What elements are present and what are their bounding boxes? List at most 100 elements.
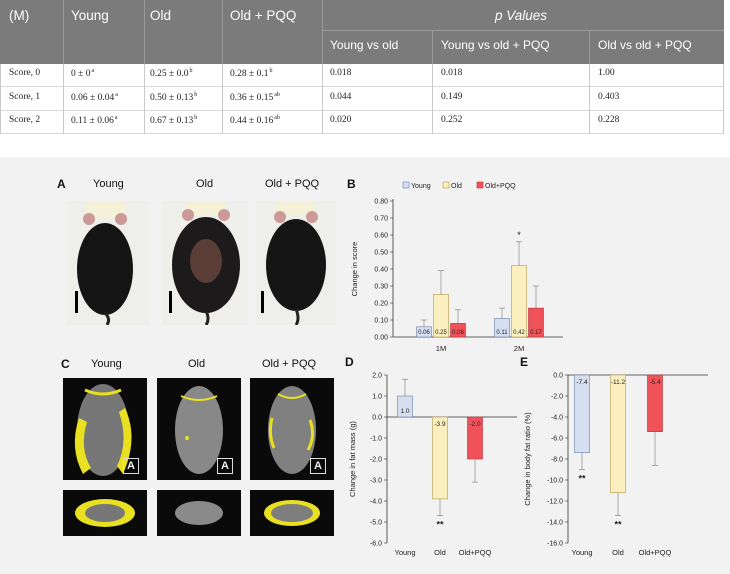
y-tick-label: 0.40 <box>374 267 388 274</box>
cell-young: 0.06 ± 0.04a <box>71 92 118 103</box>
y-tick-label: -14.0 <box>547 520 563 527</box>
panel-letter-c: C <box>61 357 70 371</box>
row-divider <box>0 86 724 87</box>
chart-b: Young Old Old+PQQ 0.00 0.10 0.20 0.30 0.40 0.50 0… <box>350 181 563 353</box>
cell-young: 0 ± 0a <box>71 68 95 79</box>
cell-p-young-old: 0.044 <box>330 92 352 102</box>
x-tick-label: 2M <box>514 344 524 353</box>
mouse-old-pqq-image <box>261 201 326 325</box>
significance-marker: ** <box>614 520 622 530</box>
ct-marker: A <box>123 458 139 474</box>
mouse-photo-old <box>162 201 248 325</box>
legend-swatch <box>442 181 450 189</box>
ct-old-pqq-image <box>268 386 316 474</box>
panel-letter-b: B <box>347 177 356 191</box>
figure-panel: A Young Old Old + PQQ C Y <box>0 157 730 574</box>
divider <box>322 64 323 134</box>
panel-letter-a: A <box>57 177 66 191</box>
significance-marker: * <box>517 230 521 240</box>
y-tick-label: 0.80 <box>374 199 388 206</box>
divider <box>222 0 223 64</box>
data-label: 0.25 <box>435 330 447 336</box>
y-tick-label: -3.0 <box>370 478 382 485</box>
divider <box>432 64 433 134</box>
cell-p-young-old-pqq: 0.018 <box>441 68 463 78</box>
y-tick-label: -10.0 <box>547 478 563 485</box>
chart-e: 0.0 -2.0 -4.0 -6.0 -8.0 -10.0 -12.0 -14.0 -16.0 C… <box>523 373 708 557</box>
y-tick-label: -6.0 <box>370 541 382 548</box>
legend-label: Old <box>451 183 462 190</box>
data-label: -7.4 <box>576 379 588 386</box>
y-tick-label: 0.70 <box>374 216 388 223</box>
y-tick-label: 0.0 <box>372 415 382 422</box>
x-tick-label: Young <box>572 548 593 557</box>
y-tick-label: -8.0 <box>551 457 563 464</box>
ct-scan-old-pqq-coronal: A <box>250 378 334 480</box>
scale-bar <box>169 291 172 313</box>
divider <box>432 30 433 64</box>
legend-label: Old+PQQ <box>485 183 516 190</box>
y-tick-label: -5.0 <box>370 520 382 527</box>
panel-letter-e: E <box>520 355 529 369</box>
ct-young-image <box>74 384 132 476</box>
y-tick-label: 2.0 <box>372 373 382 380</box>
y-axis-label: Change in fat mass (g) <box>348 421 357 497</box>
group-label-old: Old <box>196 178 214 190</box>
header-young: Young <box>71 8 109 23</box>
header-old: Old <box>150 8 172 23</box>
divider <box>144 64 145 134</box>
cell-old: 0.67 ± 0.13b <box>150 115 198 126</box>
y-tick-label: -4.0 <box>551 415 563 422</box>
mouse-young-image <box>75 201 133 325</box>
cell-p-young-old-pqq: 0.149 <box>441 92 463 102</box>
divider <box>589 64 590 134</box>
x-tick-label: Old+PQQ <box>639 548 672 557</box>
cell-old: 0.25 ± 0.0b <box>150 68 193 79</box>
data-label: -2.0 <box>469 421 481 428</box>
divider <box>322 0 323 64</box>
ct-scan-young-coronal: A <box>63 378 147 480</box>
x-tick-label: Old <box>434 548 446 557</box>
chart-d: 2.0 1.0 0.0 -1.0 -2.0 -3.0 -4.0 -5.0 -6.0 Change … <box>348 373 517 557</box>
header-unit: (M) <box>9 8 30 23</box>
divider <box>63 0 64 64</box>
group-label-old-pqq: Old + PQQ <box>262 358 317 370</box>
ct-old-image <box>175 386 223 474</box>
cell-old-pqq: 0.36 ± 0.15ab <box>230 92 280 103</box>
data-label: 0.42 <box>513 330 525 336</box>
ct-scan-old-axial <box>157 490 241 536</box>
mouse-photo-young <box>67 201 149 325</box>
header-old-pqq: Old + PQQ <box>230 8 297 23</box>
y-tick-label: 0.00 <box>374 335 388 342</box>
data-label: 0.11 <box>496 330 508 336</box>
group-label-old-pqq: Old + PQQ <box>265 178 320 190</box>
group-label-young: Young <box>91 358 122 370</box>
significance-marker: ** <box>436 520 444 530</box>
x-tick-label: 1M <box>436 344 446 353</box>
y-tick-label: -1.0 <box>370 436 382 443</box>
y-tick-label: 0.50 <box>374 250 388 257</box>
x-tick-label: Old+PQQ <box>459 548 492 557</box>
header-young-vs-old-pqq: Young vs old + PQQ <box>441 38 550 52</box>
ct-axial-old-pqq-image <box>264 500 320 526</box>
cell-p-old-old-pqq: 0.403 <box>598 92 620 102</box>
divider <box>0 64 1 134</box>
y-tick-label: 0.0 <box>553 373 563 380</box>
table-header: (M) Young Old Old + PQQ p Values Young v… <box>0 0 724 64</box>
y-tick-label: 0.60 <box>374 233 388 240</box>
cell-p-old-old-pqq: 1.00 <box>598 68 615 78</box>
scale-bar <box>261 291 264 313</box>
divider <box>144 0 145 64</box>
ct-marker: A <box>310 458 326 474</box>
y-tick-label: -6.0 <box>551 436 563 443</box>
legend-swatch <box>402 181 410 189</box>
divider <box>589 30 590 64</box>
ct-scan-young-axial <box>63 490 147 536</box>
ct-marker: A <box>217 458 233 474</box>
y-tick-label: -2.0 <box>370 457 382 464</box>
y-tick-label: -4.0 <box>370 499 382 506</box>
mouse-old-image <box>169 201 240 325</box>
divider <box>723 64 724 134</box>
bar <box>610 374 626 493</box>
row-divider <box>0 110 724 111</box>
